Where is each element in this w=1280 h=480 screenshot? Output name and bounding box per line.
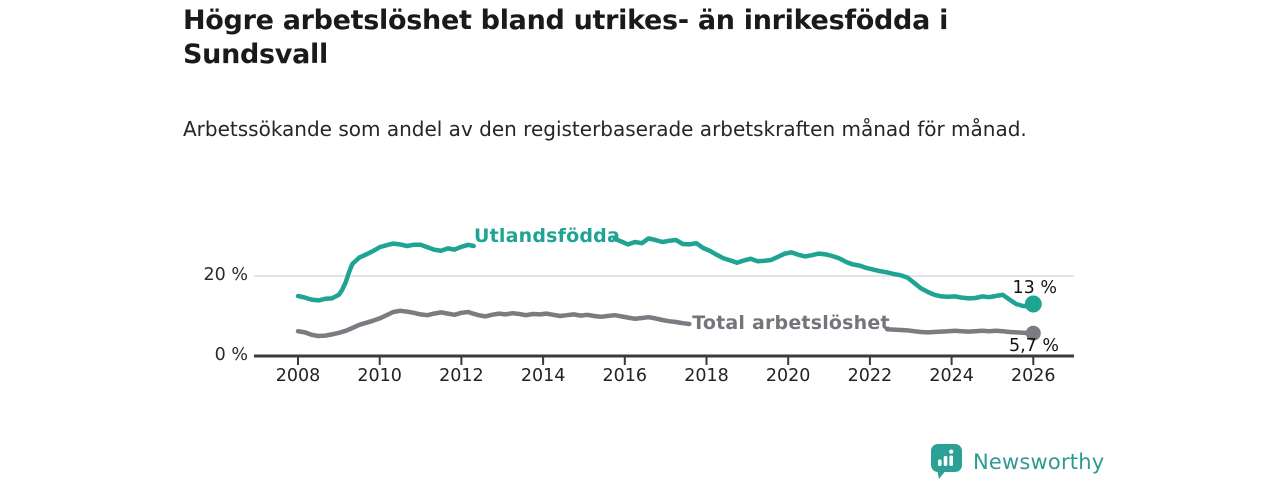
- series-line-1-seg-1: [884, 326, 1036, 336]
- end-value-label-total: 5,7 %: [1008, 336, 1059, 356]
- series-line-1-seg-0: [295, 308, 692, 339]
- newsworthy-logo-icon: [931, 444, 962, 479]
- x-tick-label-2008: 2008: [275, 366, 321, 386]
- series-end-dot-0: [1024, 295, 1042, 313]
- x-tick-label-2016: 2016: [602, 366, 648, 386]
- x-tick-label-2010: 2010: [357, 366, 402, 386]
- x-tick-label-2014: 2014: [520, 366, 566, 386]
- newsworthy-logo-text: Newsworthy: [973, 449, 1105, 474]
- x-tick-label-2024: 2024: [929, 366, 974, 386]
- end-value-label-utlandsfodda: 13 %: [1012, 278, 1057, 298]
- series-line-0-seg-1: [612, 236, 1036, 309]
- y-axis-label-0: 0 %: [214, 345, 248, 365]
- x-tick-label-2026: 2026: [1011, 366, 1056, 386]
- x-tick-label-2022: 2022: [847, 366, 893, 386]
- chart-subtitle: Arbetssökande som andel av den registerb…: [183, 117, 1027, 141]
- x-tick-label-2012: 2012: [439, 366, 484, 386]
- newsworthy-logo: Newsworthy: [930, 443, 1104, 480]
- x-tick-label-2018: 2018: [684, 366, 729, 386]
- series-label-total-arbetsloshet: Total arbetslöshet: [692, 312, 890, 334]
- series-line-0-seg-0: [295, 241, 476, 303]
- series-label-utlandsfodda: Utlandsfödda: [473, 225, 621, 247]
- x-tick-label-2020: 2020: [765, 366, 811, 386]
- y-axis-label-20: 20 %: [203, 265, 248, 285]
- chart-title: Högre arbetslöshet bland utrikes- än inr…: [183, 5, 949, 70]
